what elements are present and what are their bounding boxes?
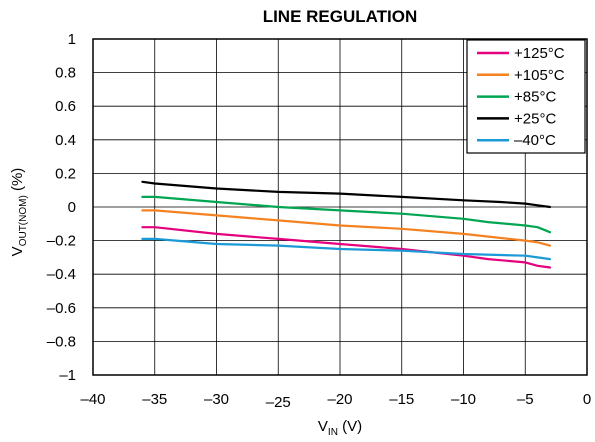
y-tick-label: 1 xyxy=(68,31,76,48)
x-tick-label: –20 xyxy=(327,391,352,408)
series-layer xyxy=(141,180,552,269)
x-axis-label: VIN (V) xyxy=(318,418,362,437)
chart-title: LINE REGULATION xyxy=(263,7,418,26)
x-tick-label: –30 xyxy=(204,391,229,408)
y-tick-label: –0.8 xyxy=(47,333,76,350)
series-line xyxy=(141,226,552,269)
y-axis-label-main: V xyxy=(9,246,26,256)
plot-frame xyxy=(92,38,588,376)
x-tick-labels: –40 –35 –30 –25 –20 –15 –10 –5 0 xyxy=(80,391,591,411)
legend-label: +85°C xyxy=(514,89,556,106)
series-line xyxy=(141,180,552,209)
legend-label: +25°C xyxy=(514,110,556,127)
x-axis-label-main: V xyxy=(318,418,328,435)
legend: +125°C +105°C +85°C +25°C –40°C xyxy=(466,39,586,154)
x-axis-label-sub: IN xyxy=(328,427,338,437)
y-tick-label: 0.6 xyxy=(55,98,76,115)
series-line xyxy=(141,209,552,247)
x-tick-label: –15 xyxy=(389,391,414,408)
y-axis-label-sub: OUT(NOM) xyxy=(18,195,29,246)
x-tick-label: –25 xyxy=(266,394,291,411)
x-tick-label: 0 xyxy=(583,391,591,408)
y-tick-label: 0.4 xyxy=(55,132,76,149)
y-tick-label: 0.2 xyxy=(55,165,76,182)
y-tick-label: 0 xyxy=(68,199,76,216)
legend-label: +105°C xyxy=(514,67,565,84)
series-line xyxy=(141,195,552,234)
y-axis-label-unit: (%) xyxy=(9,168,26,196)
legend-label: +125°C xyxy=(514,45,565,62)
y-tick-labels: 1 0.8 0.6 0.4 0.2 0 –0.2 –0.4 –0.6 –0.8 –1 xyxy=(47,31,76,384)
x-tick-label: –5 xyxy=(517,391,534,408)
y-tick-label: –1 xyxy=(59,367,76,384)
y-tick-label: –0.2 xyxy=(47,233,76,250)
series-line xyxy=(141,237,552,261)
x-axis-label-unit: (V) xyxy=(338,418,362,435)
y-tick-label: –0.4 xyxy=(47,266,76,283)
x-tick-label: –10 xyxy=(451,391,476,408)
legend-label: –40°C xyxy=(514,132,556,149)
x-tick-label: –35 xyxy=(142,391,167,408)
y-axis-label: VOUT(NOM) (%) xyxy=(9,168,29,257)
y-tick-label: –0.6 xyxy=(47,300,76,317)
x-tick-label: –40 xyxy=(80,391,105,408)
y-tick-label: 0.8 xyxy=(55,65,76,82)
